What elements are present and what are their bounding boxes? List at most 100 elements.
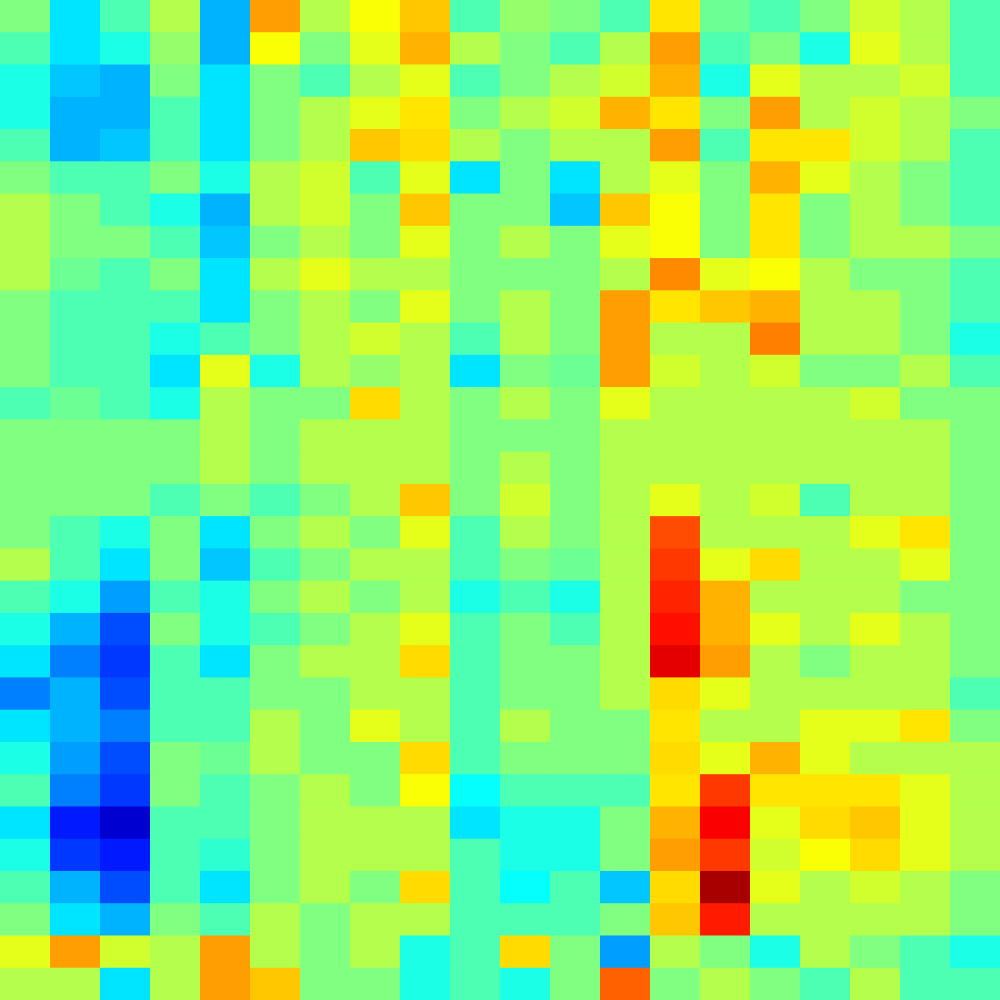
heatmap-cell-r6-c12 bbox=[600, 193, 651, 227]
heatmap-cell-r5-c0 bbox=[0, 161, 51, 195]
heatmap-cell-r3-c19 bbox=[950, 96, 1000, 130]
heatmap-cell-r13-c6 bbox=[300, 419, 351, 453]
heatmap-cell-r14-c5 bbox=[250, 451, 301, 485]
heatmap-cell-r23-c17 bbox=[850, 741, 901, 775]
heatmap-cell-r10-c10 bbox=[500, 322, 551, 356]
heatmap-cell-r0-c15 bbox=[750, 0, 801, 33]
heatmap-cell-r19-c8 bbox=[400, 612, 451, 646]
heatmap-cell-r23-c7 bbox=[350, 741, 401, 775]
heatmap-cell-r5-c18 bbox=[900, 161, 951, 195]
heatmap-cell-r25-c3 bbox=[150, 806, 201, 840]
heatmap-cell-r21-c5 bbox=[250, 677, 301, 711]
heatmap-cell-r3-c1 bbox=[50, 96, 101, 130]
heatmap-cell-r16-c13 bbox=[650, 516, 701, 549]
heatmap-cell-r27-c0 bbox=[0, 870, 51, 904]
heatmap-cell-r10-c17 bbox=[850, 322, 901, 356]
heatmap-cell-r12-c17 bbox=[850, 387, 901, 420]
heatmap-cell-r10-c1 bbox=[50, 322, 101, 356]
heatmap-cell-r8-c5 bbox=[250, 258, 301, 291]
heatmap-cell-r2-c3 bbox=[150, 64, 201, 98]
heatmap-cell-r15-c4 bbox=[200, 483, 251, 517]
heatmap-cell-r3-c6 bbox=[300, 96, 351, 130]
heatmap-cell-r9-c7 bbox=[350, 290, 401, 324]
heatmap-cell-r16-c16 bbox=[800, 516, 851, 549]
heatmap-cell-r10-c12 bbox=[600, 322, 651, 356]
heatmap-cell-r9-c0 bbox=[0, 290, 51, 324]
heatmap-cell-r11-c15 bbox=[750, 354, 801, 388]
heatmap-cell-r16-c4 bbox=[200, 516, 251, 549]
heatmap-cell-r23-c9 bbox=[450, 741, 501, 775]
heatmap-cell-r7-c2 bbox=[100, 225, 151, 259]
heatmap-cell-r4-c6 bbox=[300, 129, 351, 162]
heatmap-cell-r19-c13 bbox=[650, 612, 701, 646]
heatmap-cell-r22-c17 bbox=[850, 709, 901, 743]
heatmap-cell-r23-c1 bbox=[50, 741, 101, 775]
heatmap-cell-r2-c17 bbox=[850, 64, 901, 98]
heatmap-cell-r0-c0 bbox=[0, 0, 51, 33]
heatmap-cell-r4-c1 bbox=[50, 129, 101, 162]
heatmap-cell-r30-c10 bbox=[500, 967, 551, 1000]
heatmap-cell-r21-c14 bbox=[700, 677, 751, 711]
heatmap-cell-r15-c2 bbox=[100, 483, 151, 517]
heatmap-cell-r3-c17 bbox=[850, 96, 901, 130]
heatmap-cell-r17-c12 bbox=[600, 548, 651, 582]
heatmap-cell-r19-c12 bbox=[600, 612, 651, 646]
heatmap-cell-r25-c19 bbox=[950, 806, 1000, 840]
heatmap-cell-r26-c5 bbox=[250, 838, 301, 872]
heatmap-cell-r16-c5 bbox=[250, 516, 301, 549]
heatmap-cell-r18-c12 bbox=[600, 580, 651, 614]
heatmap-cell-r0-c5 bbox=[250, 0, 301, 33]
heatmap-cell-r7-c7 bbox=[350, 225, 401, 259]
heatmap-cell-r28-c19 bbox=[950, 903, 1000, 937]
heatmap-cell-r12-c5 bbox=[250, 387, 301, 420]
heatmap-cell-r11-c6 bbox=[300, 354, 351, 388]
heatmap-cell-r29-c6 bbox=[300, 935, 351, 969]
heatmap-cell-r24-c0 bbox=[0, 774, 51, 808]
heatmap-cell-r20-c9 bbox=[450, 645, 501, 679]
heatmap-cell-r23-c8 bbox=[400, 741, 451, 775]
heatmap-cell-r23-c13 bbox=[650, 741, 701, 775]
heatmap-cell-r21-c13 bbox=[650, 677, 701, 711]
heatmap-cell-r10-c9 bbox=[450, 322, 501, 356]
heatmap-cell-r18-c11 bbox=[550, 580, 601, 614]
heatmap-cell-r22-c2 bbox=[100, 709, 151, 743]
heatmap-cell-r24-c6 bbox=[300, 774, 351, 808]
heatmap-cell-r27-c7 bbox=[350, 870, 401, 904]
heatmap-cell-r8-c9 bbox=[450, 258, 501, 291]
heatmap-cell-r18-c10 bbox=[500, 580, 551, 614]
heatmap-cell-r4-c16 bbox=[800, 129, 851, 162]
heatmap-cell-r26-c8 bbox=[400, 838, 451, 872]
heatmap-cell-r13-c2 bbox=[100, 419, 151, 453]
heatmap-cell-r17-c16 bbox=[800, 548, 851, 582]
heatmap-cell-r9-c3 bbox=[150, 290, 201, 324]
heatmap-cell-r9-c4 bbox=[200, 290, 251, 324]
heatmap-cell-r24-c5 bbox=[250, 774, 301, 808]
heatmap-cell-r17-c11 bbox=[550, 548, 601, 582]
heatmap-cell-r10-c13 bbox=[650, 322, 701, 356]
heatmap-cell-r11-c1 bbox=[50, 354, 101, 388]
heatmap-cell-r28-c2 bbox=[100, 903, 151, 937]
heatmap-cell-r11-c7 bbox=[350, 354, 401, 388]
heatmap-cell-r6-c4 bbox=[200, 193, 251, 227]
heatmap-cell-r1-c0 bbox=[0, 32, 51, 66]
heatmap-cell-r6-c10 bbox=[500, 193, 551, 227]
heatmap-cell-r11-c9 bbox=[450, 354, 501, 388]
heatmap-cell-r27-c14 bbox=[700, 870, 751, 904]
heatmap-cell-r17-c1 bbox=[50, 548, 101, 582]
heatmap-cell-r29-c0 bbox=[0, 935, 51, 969]
heatmap-cell-r19-c11 bbox=[550, 612, 601, 646]
heatmap-cell-r4-c7 bbox=[350, 129, 401, 162]
heatmap-cell-r12-c10 bbox=[500, 387, 551, 420]
heatmap-cell-r15-c5 bbox=[250, 483, 301, 517]
heatmap-cell-r14-c0 bbox=[0, 451, 51, 485]
heatmap-cell-r27-c18 bbox=[900, 870, 951, 904]
heatmap-cell-r13-c15 bbox=[750, 419, 801, 453]
heatmap-cell-r27-c9 bbox=[450, 870, 501, 904]
heatmap-cell-r4-c10 bbox=[500, 129, 551, 162]
heatmap-cell-r6-c0 bbox=[0, 193, 51, 227]
heatmap-cell-r26-c10 bbox=[500, 838, 551, 872]
heatmap-cell-r26-c7 bbox=[350, 838, 401, 872]
heatmap-cell-r15-c1 bbox=[50, 483, 101, 517]
heatmap-cell-r8-c6 bbox=[300, 258, 351, 291]
